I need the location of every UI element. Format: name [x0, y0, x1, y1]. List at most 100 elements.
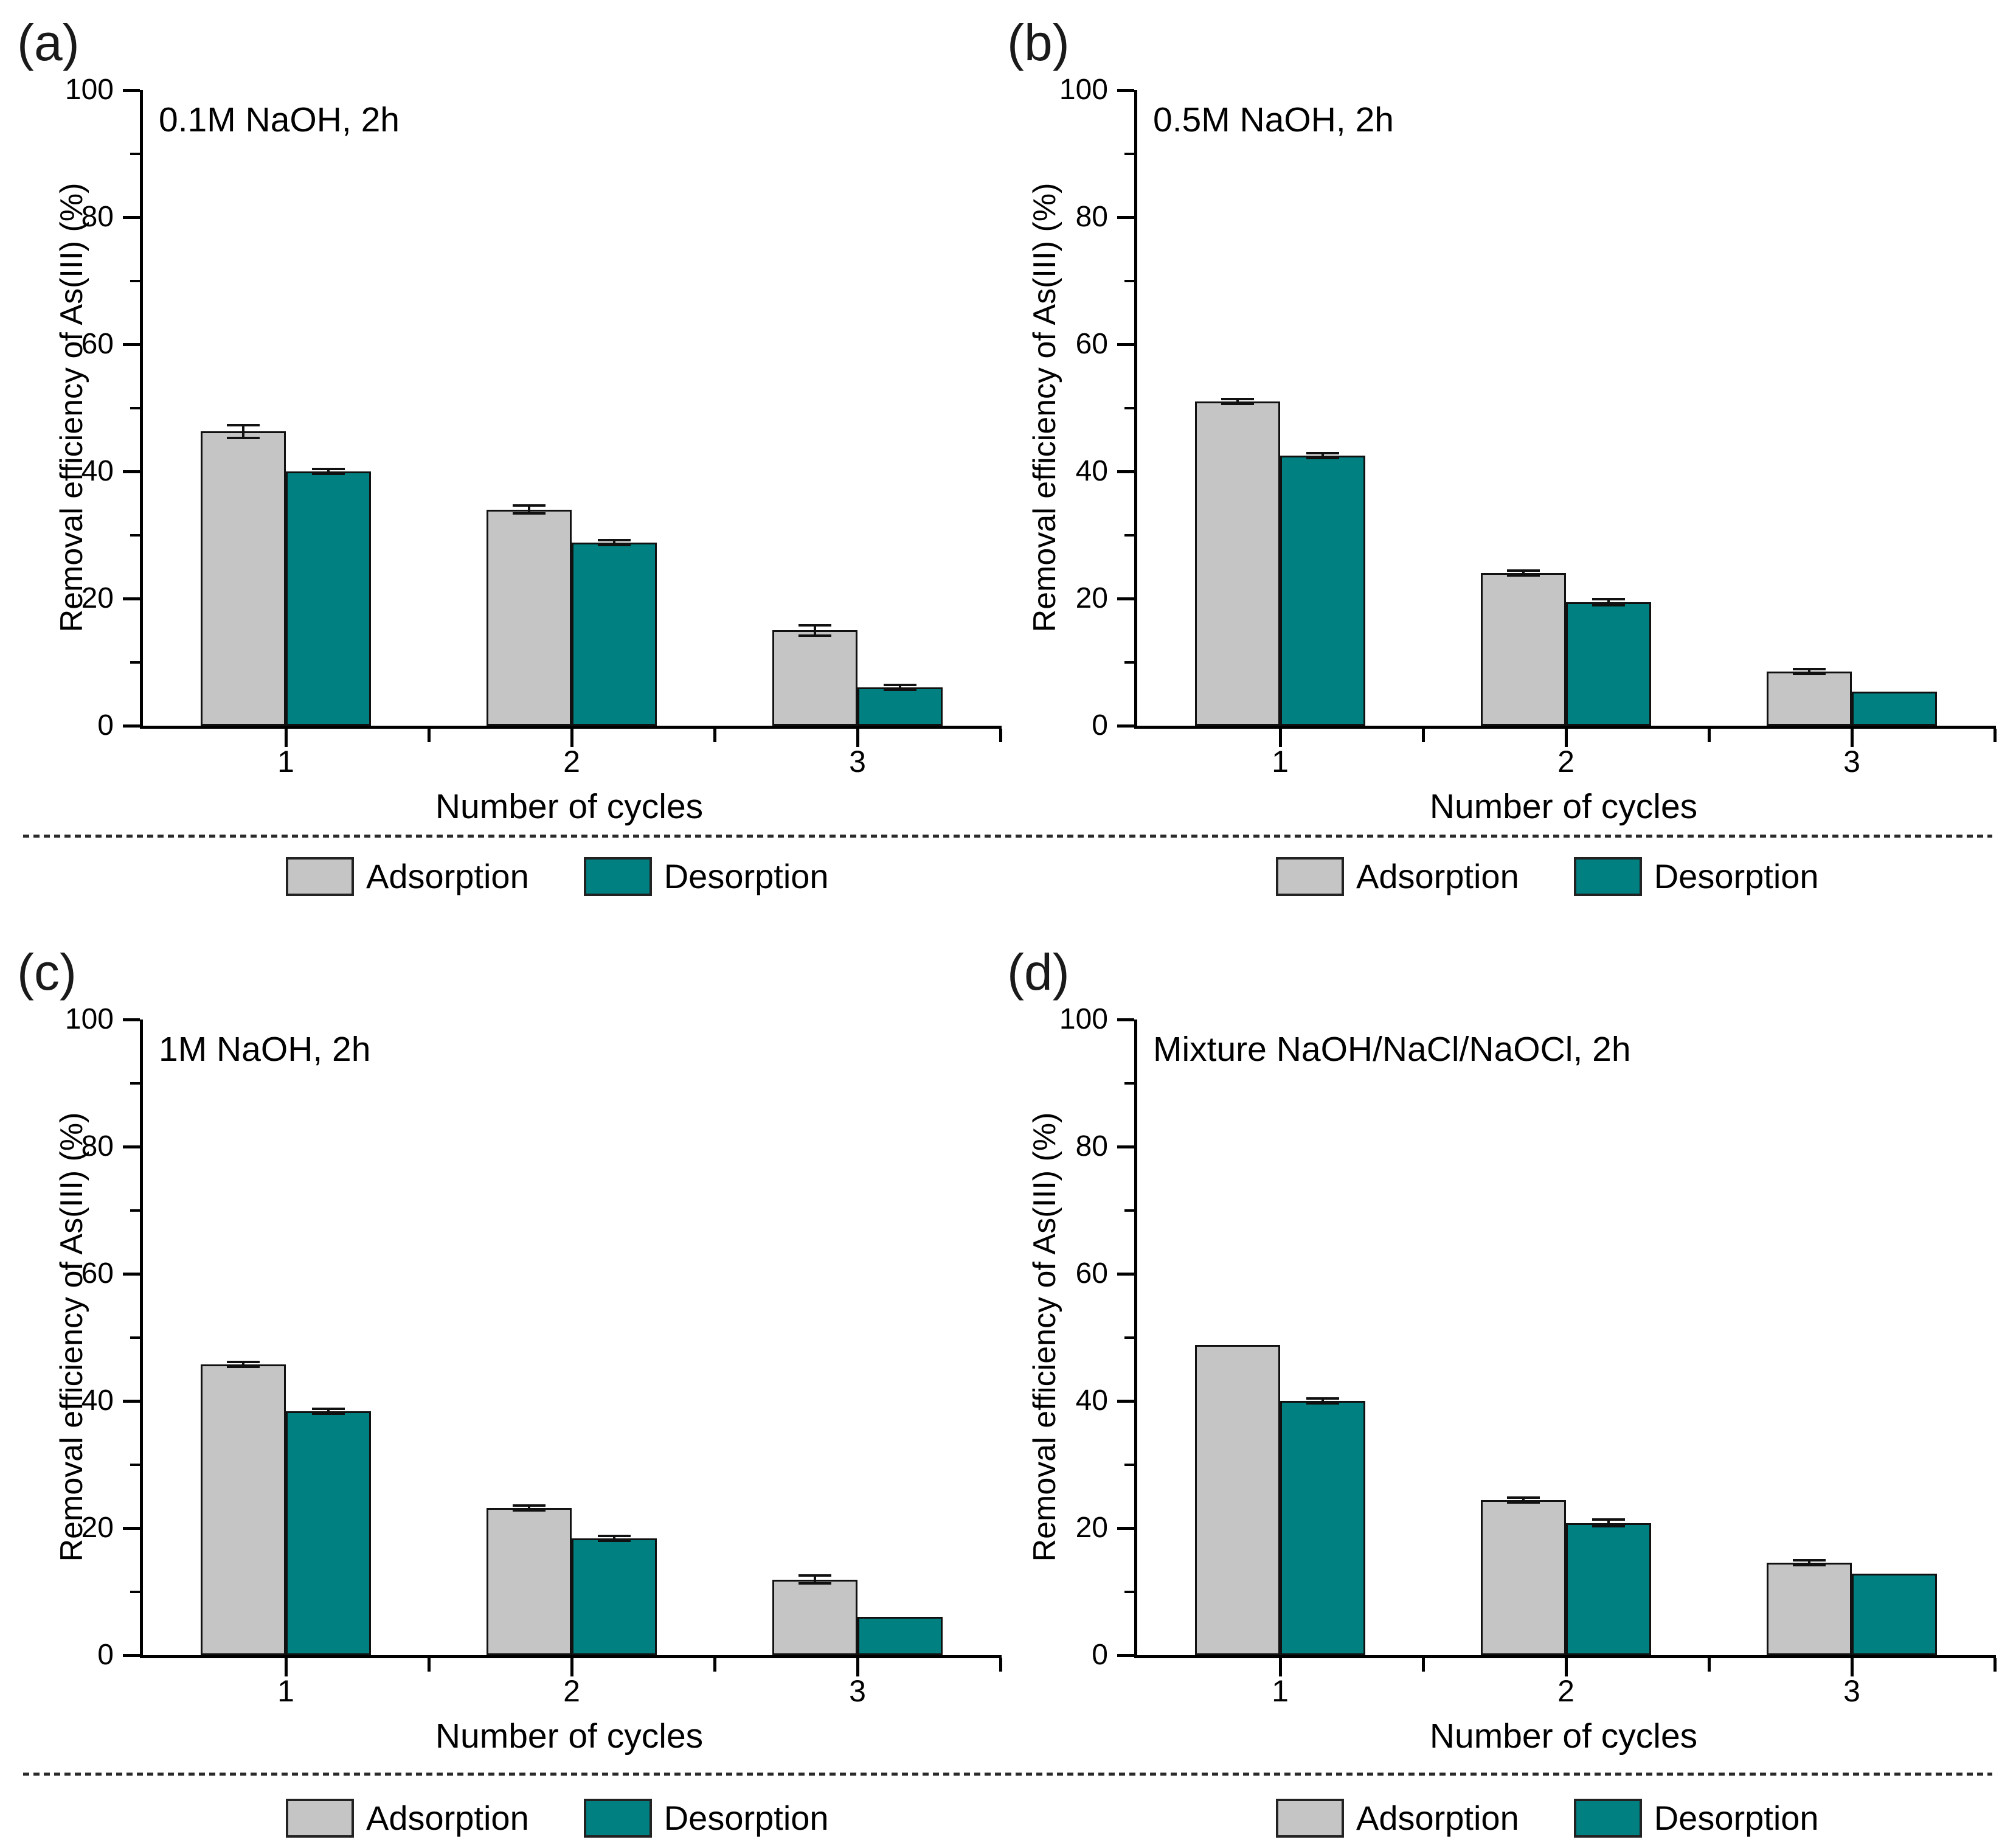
error-bar-cap	[513, 1504, 546, 1507]
x-axis-minor-tick	[1422, 729, 1425, 742]
y-tick-label: 60	[81, 1257, 114, 1290]
x-tick-label: 3	[1843, 1674, 1860, 1708]
error-bar-cap	[1221, 403, 1254, 406]
error-bar-cap	[798, 1574, 831, 1577]
x-axis-tick	[570, 729, 573, 747]
x-tick-label: 3	[849, 745, 866, 779]
panel-a-plot-area: 0.1M NaOH, 2h 0 20 40 60 80 100 1 2 3	[65, 74, 1002, 779]
y-tick-label: 0	[1092, 1639, 1108, 1671]
y-axis-tick	[130, 1463, 140, 1466]
error-bar-cap	[513, 1509, 546, 1512]
panel-c-plot-area: 1M NaOH, 2h 0 20 40 60 80 100 1 2 3	[65, 1003, 1002, 1708]
x-axis-minor-tick	[713, 1658, 716, 1672]
error-bar-cap	[1793, 1559, 1826, 1562]
y-tick-label: 60	[1075, 1257, 1108, 1290]
error-bar-cap	[227, 423, 260, 426]
y-axis-tick	[1124, 661, 1134, 664]
y-axis-tick	[1117, 89, 1134, 92]
y-tick-label: 0	[97, 709, 114, 742]
error-bar	[242, 1362, 244, 1367]
adsorption-swatch	[1276, 856, 1344, 896]
panel-c-label: (c)	[17, 943, 77, 1001]
legend-entry-desorption: Desorption	[583, 856, 829, 896]
error-bar-cap	[1592, 1518, 1625, 1521]
x-axis-tick	[1851, 1658, 1854, 1676]
bar-desorption-cycle-3	[857, 687, 943, 726]
y-tick-label: 100	[1059, 74, 1108, 106]
x-axis-tick	[1279, 729, 1282, 747]
error-bar	[327, 1408, 330, 1414]
legend-label-adsorption: Adsorption	[1356, 857, 1519, 895]
x-tick-label: 1	[277, 745, 294, 779]
y-tick-label: 100	[64, 1003, 114, 1035]
panel-c-x-axis-title: Number of cycles	[435, 1717, 704, 1756]
y-tick-label: 20	[1075, 1512, 1108, 1544]
error-bar-cap	[1793, 1564, 1826, 1567]
legend-panel-d: Adsorption Desorption	[1276, 1798, 1819, 1838]
y-axis-tick	[123, 216, 140, 219]
y-axis-tick	[123, 1145, 140, 1148]
x-tick-label: 1	[1272, 745, 1289, 779]
dashed-separator-bottom	[23, 1773, 1992, 1776]
error-bar-cap	[884, 689, 916, 692]
y-axis-tick	[1117, 343, 1134, 346]
x-axis-minor-tick	[428, 1658, 431, 1672]
bar-desorption-cycle-1	[286, 1411, 371, 1655]
x-axis-tick	[856, 1658, 859, 1676]
y-axis-tick	[130, 1082, 140, 1085]
legend-label-adsorption: Adsorption	[366, 857, 529, 895]
bar-desorption-cycle-1	[1280, 1401, 1365, 1655]
legend-entry-adsorption: Adsorption	[286, 1798, 529, 1838]
y-axis-tick	[130, 279, 140, 282]
legend-entry-desorption: Desorption	[1573, 856, 1819, 896]
y-tick-label: 100	[64, 74, 114, 106]
legend-panel-c: Adsorption Desorption	[286, 1798, 829, 1838]
desorption-swatch	[583, 856, 652, 896]
panel-c-y-axis-title: Removal efficiency of As(III) (%)	[54, 1112, 89, 1562]
y-axis-tick	[1124, 152, 1134, 155]
y-axis-tick	[1117, 470, 1134, 473]
y-axis-tick	[123, 724, 140, 728]
y-axis-tick	[1117, 1400, 1134, 1403]
y-tick-label: 40	[81, 1384, 114, 1417]
error-bar-cap	[513, 504, 546, 507]
y-tick-label: 0	[1092, 709, 1108, 742]
panel-b-annotation: 0.5M NaOH, 2h	[1153, 100, 1394, 139]
y-axis-tick	[123, 597, 140, 600]
x-tick-label: 2	[1557, 745, 1574, 779]
x-tick-label: 2	[1557, 1674, 1574, 1708]
x-axis-minor-tick	[1993, 1658, 1997, 1672]
y-tick-label: 80	[81, 1130, 114, 1162]
panel-a-y-axis-title: Removal efficiency of As(III) (%)	[54, 182, 89, 633]
y-axis-tick	[1124, 406, 1134, 409]
x-tick-label: 1	[277, 1674, 294, 1708]
error-bar-cap	[227, 1361, 260, 1364]
legend-label-desorption: Desorption	[663, 1799, 829, 1837]
error-bar-cap	[1592, 598, 1625, 601]
legend-panel-b: Adsorption Desorption	[1276, 856, 1819, 896]
y-tick-label: 80	[1075, 201, 1108, 233]
bar-adsorption-cycle-1	[201, 1364, 286, 1655]
error-bar-cap	[598, 544, 631, 547]
error-bar	[814, 1575, 816, 1583]
desorption-swatch	[1573, 856, 1642, 896]
y-axis-tick	[1117, 1654, 1134, 1657]
y-tick-label: 100	[1059, 1003, 1108, 1035]
error-bar-cap	[798, 1582, 831, 1585]
error-bar	[1236, 398, 1239, 405]
bar-adsorption-cycle-2	[1481, 1500, 1566, 1655]
y-axis-tick	[123, 1527, 140, 1530]
error-bar-cap	[1592, 1524, 1625, 1527]
error-bar	[528, 1505, 530, 1510]
bar-adsorption-cycle-2	[487, 509, 572, 726]
error-bar-cap	[1793, 668, 1826, 671]
error-bar-cap	[312, 1412, 345, 1415]
bar-adsorption-cycle-2	[1481, 573, 1566, 726]
panel-b-x-axis-title: Number of cycles	[1429, 787, 1698, 826]
error-bar-cap	[1306, 1397, 1339, 1400]
error-bar-cap	[312, 473, 345, 475]
bar-desorption-cycle-1	[286, 471, 371, 726]
error-bar-cap	[598, 1539, 631, 1542]
error-bar	[1522, 1498, 1525, 1503]
error-bar	[1522, 571, 1525, 576]
